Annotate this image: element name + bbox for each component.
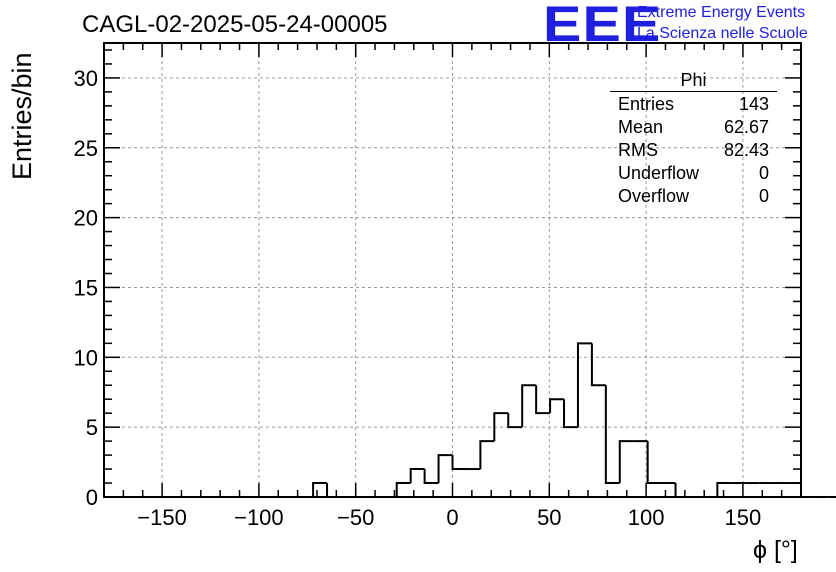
stats-key: RMS bbox=[618, 140, 658, 160]
histogram-bin bbox=[576, 342, 592, 428]
histogram-bin bbox=[493, 412, 509, 442]
stats-key: Underflow bbox=[618, 163, 700, 183]
y-tick-label: 20 bbox=[74, 206, 98, 231]
histogram-bin bbox=[409, 468, 425, 484]
stats-value: 82.43 bbox=[723, 140, 769, 160]
histogram-bin bbox=[423, 469, 439, 485]
histogram-bin bbox=[618, 440, 634, 484]
stats-key: Mean bbox=[618, 117, 664, 137]
histogram-bin bbox=[604, 385, 620, 485]
x-tick-label: −100 bbox=[234, 505, 284, 530]
x-axis-label: ϕ [°] bbox=[753, 536, 798, 564]
histogram-bin bbox=[716, 482, 732, 497]
x-tick-label: −150 bbox=[137, 505, 187, 530]
stats-key: Entries bbox=[618, 94, 675, 114]
histogram-bin bbox=[674, 483, 690, 498]
stats-name: Phi bbox=[680, 70, 707, 90]
histogram-bin bbox=[535, 385, 551, 415]
stats-value: 143 bbox=[738, 94, 769, 114]
histogram-bin bbox=[800, 483, 815, 498]
histogram-bin bbox=[521, 384, 537, 428]
y-tick-label: 30 bbox=[74, 66, 98, 91]
y-tick-label: 15 bbox=[74, 275, 98, 300]
eee-logo: EEE bbox=[543, 0, 662, 52]
logo-caption-line1: Extreme Energy Events bbox=[637, 4, 806, 21]
logo-caption-line2: La Scienza nelle Scuole bbox=[637, 25, 808, 42]
x-tick-label: 50 bbox=[537, 505, 561, 530]
grid-lines bbox=[104, 43, 801, 497]
histogram-bin bbox=[437, 454, 453, 484]
stats-divider bbox=[610, 91, 777, 92]
y-axis-label: Entries/bin bbox=[7, 52, 37, 180]
histogram-bin bbox=[590, 343, 606, 387]
histogram-bin bbox=[312, 482, 328, 497]
x-tick-label: 0 bbox=[446, 505, 458, 530]
histogram-bin bbox=[326, 483, 341, 498]
y-tick-label: 10 bbox=[74, 345, 98, 370]
stats-value: 0 bbox=[758, 186, 769, 206]
histogram-bin bbox=[479, 440, 495, 470]
stats-value: 0 bbox=[758, 163, 769, 183]
stats-key: Overflow bbox=[618, 186, 690, 206]
x-axis-ticks: −150 −100 −50 0 50 100 150 bbox=[122, 43, 783, 530]
histogram-bin bbox=[451, 455, 467, 471]
stats-value: 62.67 bbox=[723, 117, 769, 137]
histogram-bin bbox=[549, 398, 565, 414]
histogram-bin bbox=[646, 441, 662, 485]
histogram-bin bbox=[395, 482, 411, 497]
y-tick-label: 5 bbox=[86, 415, 98, 440]
histogram-bin bbox=[563, 399, 578, 429]
y-tick-label: 25 bbox=[74, 136, 98, 161]
y-axis-ticks: 0 5 10 15 20 25 30 bbox=[74, 49, 801, 510]
histogram-bin bbox=[507, 413, 523, 429]
chart-title: CAGL-02-2025-05-24-00005 bbox=[82, 11, 388, 38]
x-tick-label: −50 bbox=[337, 505, 374, 530]
x-tick-label: 100 bbox=[628, 505, 665, 530]
x-tick-label: 150 bbox=[725, 505, 762, 530]
y-tick-label: 0 bbox=[86, 485, 98, 510]
